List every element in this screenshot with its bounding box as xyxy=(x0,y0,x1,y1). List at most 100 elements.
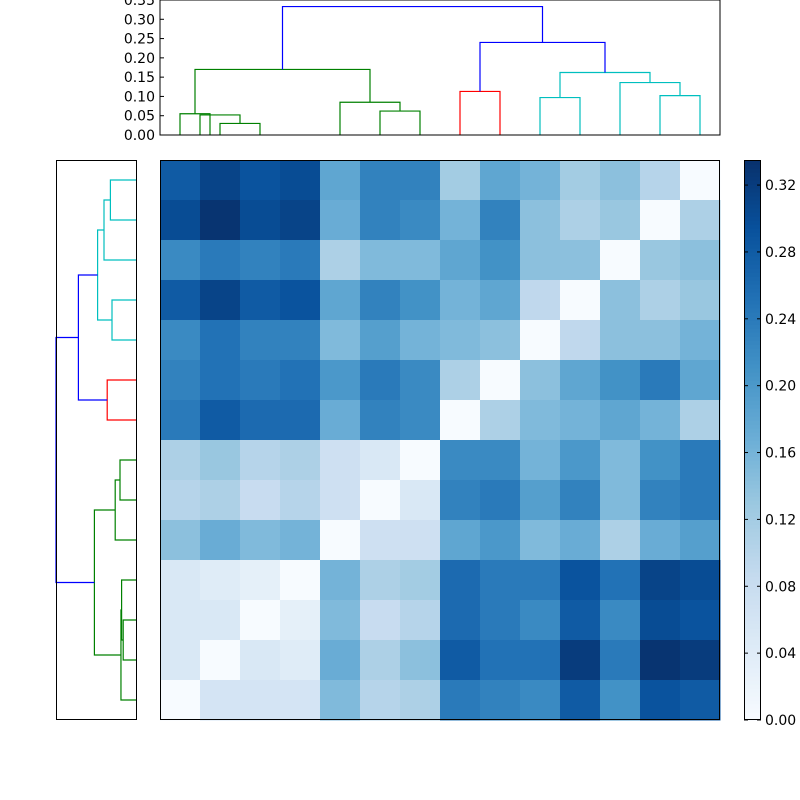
top-dendrogram-link xyxy=(619,81,681,135)
colorbar-gradient-step xyxy=(744,580,761,585)
heatmap-cell-r7-c12 xyxy=(640,440,681,481)
heatmap-cell-r1-c6 xyxy=(400,200,441,241)
colorbar-gradient-step xyxy=(744,276,761,281)
colorbar-gradient-step xyxy=(744,412,761,417)
colorbar-gradient-step xyxy=(744,232,761,237)
heatmap-cell-r0-c2 xyxy=(240,160,281,201)
heatmap-cell-r1-c4 xyxy=(320,200,361,241)
heatmap-cell-r0-c8 xyxy=(480,160,521,201)
colorbar-gradient-step xyxy=(744,704,761,709)
heatmap-cell-r8-c6 xyxy=(400,480,441,521)
heatmap-cell-r2-c0 xyxy=(160,240,201,281)
heatmap-cell-r11-c9 xyxy=(520,600,561,641)
heatmap-cell-r9-c2 xyxy=(240,520,281,561)
heatmap-cell-r10-c12 xyxy=(640,560,681,601)
heatmap-cell-r3-c6 xyxy=(400,280,441,321)
colorbar: 0.00 0.04 0.08 0.12 0.16 0.20 0.24 0.28 0.32 xyxy=(744,160,796,729)
colorbar-gradient-step xyxy=(744,516,761,521)
colorbar-gradient-step xyxy=(744,596,761,601)
colorbar-gradient-step xyxy=(744,480,761,485)
colorbar-gradient-step xyxy=(744,404,761,409)
heatmap-cell-r8-c2 xyxy=(240,480,281,521)
heatmap-cell-r12-c8 xyxy=(480,640,521,681)
heatmap-cell-r8-c9 xyxy=(520,480,561,521)
heatmap-cell-r1-c7 xyxy=(440,200,481,241)
colorbar-gradient-step xyxy=(744,300,761,305)
heatmap-cell-r10-c9 xyxy=(520,560,561,601)
top-dendrogram-link xyxy=(479,41,606,92)
colorbar-gradient-step xyxy=(744,688,761,693)
heatmap-cell-r5-c6 xyxy=(400,360,441,401)
colorbar-gradient-step xyxy=(744,492,761,497)
colorbar-gradient-step xyxy=(744,328,761,333)
colorbar-gradient-step xyxy=(744,368,761,373)
top-dendrogram-link xyxy=(559,71,651,98)
heatmap-cell-r8-c10 xyxy=(560,480,601,521)
colorbar-gradient-step xyxy=(744,316,761,321)
heatmap-cell-r4-c4 xyxy=(320,320,361,361)
colorbar-gradient-step xyxy=(744,592,761,597)
colorbar-tick-label: 0.04 xyxy=(765,646,796,662)
heatmap-cell-r7-c13 xyxy=(680,440,721,481)
heatmap-cell-r12-c0 xyxy=(160,640,201,681)
top-dendrogram-tick-label: 0.10 xyxy=(124,89,155,105)
heatmap-cell-r3-c0 xyxy=(160,280,201,321)
top-dendrogram-tick-label: 0.30 xyxy=(124,12,155,28)
colorbar-gradient-step xyxy=(744,572,761,577)
heatmap-cell-r7-c10 xyxy=(560,440,601,481)
colorbar-gradient-step xyxy=(744,608,761,613)
colorbar-gradient-step xyxy=(744,680,761,685)
heatmap-cell-r10-c7 xyxy=(440,560,481,601)
heatmap-cell-r4-c2 xyxy=(240,320,281,361)
heatmap-cell-r7-c9 xyxy=(520,440,561,481)
colorbar-gradient-step xyxy=(744,604,761,609)
colorbar-gradient-step xyxy=(744,356,761,361)
colorbar-gradient-step xyxy=(744,428,761,433)
heatmap-cell-r13-c5 xyxy=(360,680,401,721)
colorbar-gradient-step xyxy=(744,564,761,569)
colorbar-gradient-step xyxy=(744,192,761,197)
colorbar-gradient-step xyxy=(744,452,761,457)
colorbar-gradient-step xyxy=(744,216,761,221)
top-dendrogram-link xyxy=(281,5,544,70)
heatmap-cell-r3-c5 xyxy=(360,280,401,321)
heatmap-cell-r0-c6 xyxy=(400,160,441,201)
heatmap-cell-r5-c10 xyxy=(560,360,601,401)
heatmap-cell-r5-c2 xyxy=(240,360,281,401)
colorbar-gradient-step xyxy=(744,656,761,661)
heatmap-cell-r8-c1 xyxy=(200,480,241,521)
colorbar-gradient-step xyxy=(744,160,761,165)
heatmap-cell-r12-c5 xyxy=(360,640,401,681)
heatmap-cell-r1-c10 xyxy=(560,200,601,241)
heatmap-cell-r11-c4 xyxy=(320,600,361,641)
heatmap-cell-r9-c4 xyxy=(320,520,361,561)
heatmap-cell-r11-c2 xyxy=(240,600,281,641)
colorbar-gradient-step xyxy=(744,224,761,229)
heatmap-cell-r11-c7 xyxy=(440,600,481,641)
heatmap-cell-r7-c2 xyxy=(240,440,281,481)
heatmap-cell-r8-c12 xyxy=(640,480,681,521)
heatmap-cell-r1-c0 xyxy=(160,200,201,241)
heatmap-cell-r6-c4 xyxy=(320,400,361,441)
heatmap-cell-r0-c11 xyxy=(600,160,641,201)
heatmap-cell-r7-c1 xyxy=(200,440,241,481)
heatmap-cell-r7-c11 xyxy=(600,440,641,481)
colorbar-gradient-step xyxy=(744,708,761,713)
colorbar-gradient-step xyxy=(744,700,761,705)
colorbar-gradient-step xyxy=(744,372,761,377)
colorbar-tick-label: 0.08 xyxy=(765,579,796,595)
heatmap-cell-r4-c3 xyxy=(280,320,321,361)
heatmap-cell-r9-c1 xyxy=(200,520,241,561)
colorbar-gradient-step xyxy=(744,536,761,541)
colorbar-gradient-step xyxy=(744,712,761,717)
colorbar-gradient-step xyxy=(744,264,761,269)
heatmap-cell-r2-c4 xyxy=(320,240,361,281)
colorbar-gradient-step xyxy=(744,360,761,365)
heatmap-cell-r7-c7 xyxy=(440,440,481,481)
colorbar-gradient-step xyxy=(744,524,761,529)
colorbar-gradient-step xyxy=(744,164,761,169)
heatmap-cell-r0-c1 xyxy=(200,160,241,201)
heatmap-cell-r7-c0 xyxy=(160,440,201,481)
heatmap-cell-r13-c6 xyxy=(400,680,441,721)
colorbar-frame xyxy=(744,160,761,720)
